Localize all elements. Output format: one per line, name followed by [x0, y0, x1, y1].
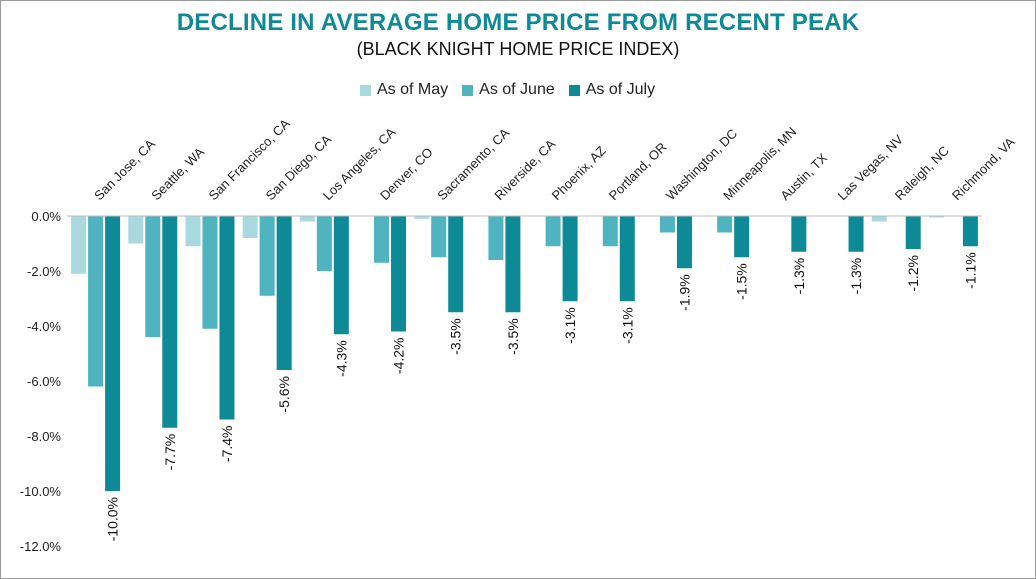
legend-swatch-june	[462, 84, 474, 96]
bar-3-14	[848, 216, 864, 252]
bar-2-2	[145, 216, 161, 337]
data-label: -7.7%	[162, 434, 178, 471]
data-label: -1.5%	[734, 263, 750, 300]
legend-item-may: As of May	[360, 81, 448, 99]
data-label: -5.6%	[276, 376, 292, 413]
bar-3-16	[962, 216, 978, 247]
category-label: Seattle, WA	[148, 144, 207, 203]
bar-1-16	[928, 216, 944, 218]
bar-3-3	[219, 216, 235, 420]
bar-2-3	[202, 216, 218, 329]
category-label: Denver, CO	[377, 144, 436, 203]
legend-item-july: As of July	[568, 81, 656, 99]
bar-3-15	[905, 216, 921, 249]
bar-2-8	[488, 216, 504, 260]
bar-2-5	[316, 216, 332, 271]
chart-legend: As of May As of June As of July	[360, 81, 655, 99]
legend-swatch-may	[360, 84, 371, 96]
bar-2-1	[88, 216, 104, 387]
y-tick-label: -4.0%	[27, 319, 61, 334]
legend-item-june: As of June	[462, 81, 555, 99]
legend-label-june: As of June	[479, 81, 555, 98]
y-tick-label: 0.0%	[31, 209, 61, 224]
bar-1-5	[299, 216, 315, 222]
category-label: Raleigh, NC	[892, 143, 952, 203]
category-label: Richmond, VA	[949, 134, 1018, 203]
bar-1-4	[242, 216, 258, 238]
bar-2-10	[602, 216, 618, 247]
category-label: Portland, OR	[606, 139, 670, 203]
y-tick-label: -8.0%	[27, 429, 61, 444]
bar-1-1	[71, 216, 87, 274]
data-label: -1.9%	[676, 274, 692, 311]
bar-2-6	[374, 216, 390, 263]
legend-swatch-july	[568, 84, 580, 96]
bar-2-12	[717, 216, 733, 233]
data-label: -1.3%	[848, 258, 864, 295]
legend-label-july: As of July	[585, 81, 656, 98]
data-label: -3.5%	[505, 318, 521, 355]
bar-3-7	[448, 216, 464, 313]
y-tick-label: -12.0%	[20, 539, 62, 554]
data-label: -10.0%	[105, 497, 121, 541]
data-label: -7.4%	[219, 426, 235, 463]
data-label: -3.1%	[562, 307, 578, 344]
data-label: -3.5%	[448, 318, 464, 355]
bar-2-9	[545, 216, 561, 247]
bar-2-4	[259, 216, 275, 296]
bar-3-1	[105, 216, 121, 491]
data-label: -1.2%	[905, 255, 921, 292]
category-label: Phoenix, AZ	[549, 143, 609, 203]
bar-2-11	[659, 216, 675, 233]
data-label: -1.1%	[962, 252, 978, 289]
category-label: Austin, TX	[777, 150, 830, 203]
legend-label-may: As of May	[377, 81, 449, 98]
y-tick-label: -2.0%	[27, 264, 61, 279]
bar-3-4	[276, 216, 292, 370]
bar-3-10	[619, 216, 635, 302]
data-label: -4.2%	[391, 338, 407, 375]
bar-3-12	[734, 216, 750, 258]
bar-2-7	[431, 216, 447, 258]
bar-3-9	[562, 216, 578, 302]
bar-3-8	[505, 216, 521, 313]
chart-title: DECLINE IN AVERAGE HOME PRICE FROM RECEN…	[176, 9, 860, 36]
bar-1-3	[185, 216, 201, 247]
bar-1-7	[414, 216, 430, 219]
bar-3-2	[162, 216, 178, 428]
data-label: -4.3%	[333, 340, 349, 377]
bar-3-6	[391, 216, 407, 332]
data-label: -1.3%	[791, 258, 807, 295]
bar-3-5	[333, 216, 349, 335]
y-tick-label: -6.0%	[27, 374, 61, 389]
bar-3-11	[676, 216, 692, 269]
bar-3-13	[791, 216, 807, 252]
data-label: -3.1%	[619, 307, 635, 344]
y-tick-label: -10.0%	[20, 484, 62, 499]
chart-subtitle: (BLACK KNIGHT HOME PRICE INDEX)	[356, 39, 680, 59]
bar-1-15	[871, 216, 887, 222]
bar-1-2	[128, 216, 144, 244]
